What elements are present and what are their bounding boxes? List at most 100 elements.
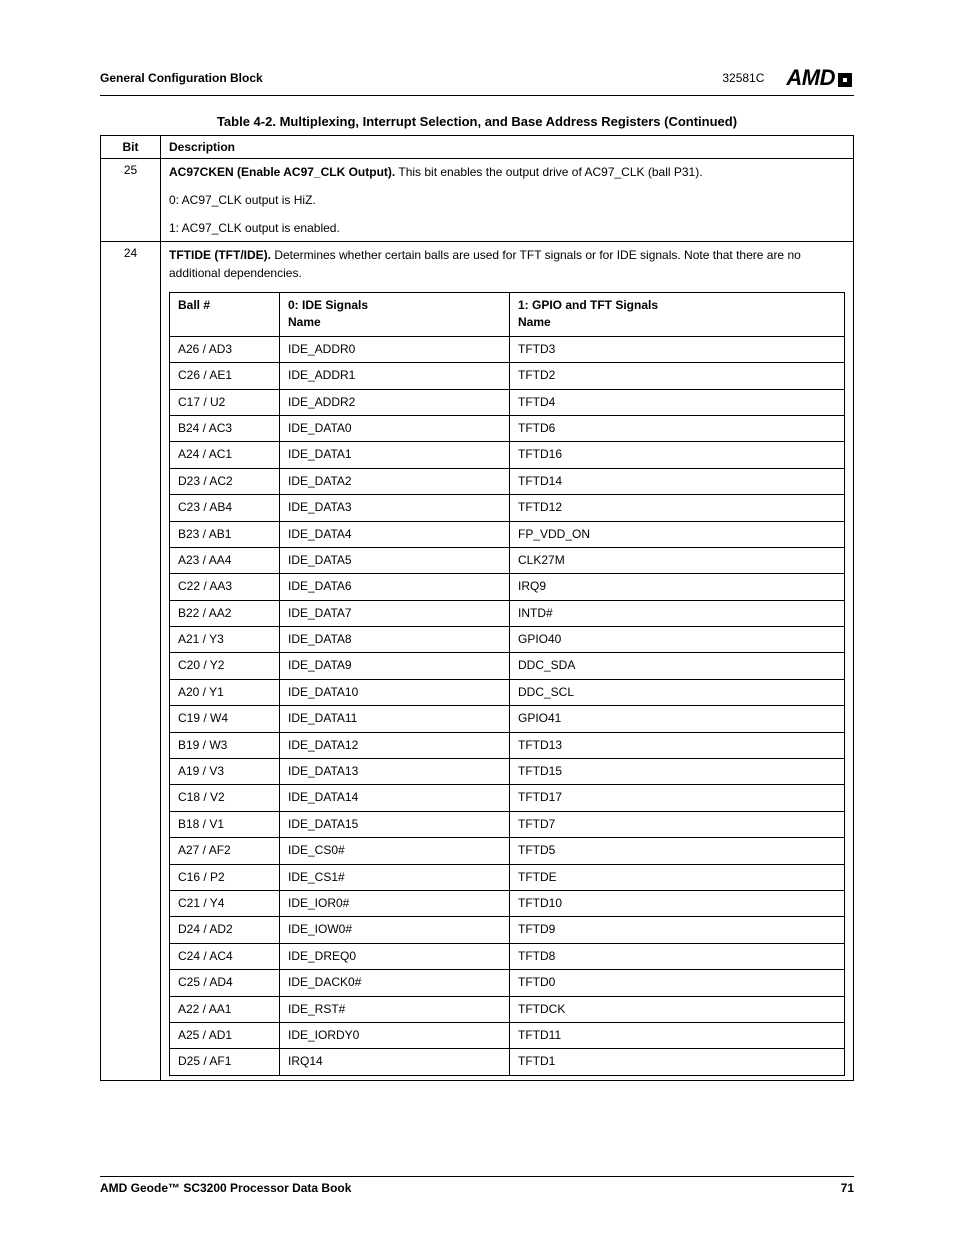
ide-cell: IDE_DATA9	[280, 653, 510, 679]
ball-cell: D25 / AF1	[170, 1049, 280, 1075]
ball-cell: D23 / AC2	[170, 468, 280, 494]
signal-row: A25 / AD1IDE_IORDY0TFTD11	[170, 1022, 845, 1048]
h-ide-l2: Name	[288, 315, 321, 329]
ide-cell: IDE_ADDR0	[280, 336, 510, 362]
field-name: TFTIDE (TFT/IDE).	[169, 248, 271, 262]
ide-cell: IDE_ADDR1	[280, 363, 510, 389]
ide-cell: IDE_IORDY0	[280, 1022, 510, 1048]
signal-row: B23 / AB1IDE_DATA4FP_VDD_ON	[170, 521, 845, 547]
ide-cell: IDE_DATA5	[280, 547, 510, 573]
tft-cell: IRQ9	[510, 574, 845, 600]
register-table: Bit Description 25 AC97CKEN (Enable AC97…	[100, 135, 854, 1081]
ball-cell: C23 / AB4	[170, 495, 280, 521]
ide-cell: IDE_RST#	[280, 996, 510, 1022]
tft-cell: TFTD3	[510, 336, 845, 362]
tft-cell: GPIO40	[510, 627, 845, 653]
ide-cell: IDE_DATA3	[280, 495, 510, 521]
tft-cell: TFTDE	[510, 864, 845, 890]
tft-cell: TFTD0	[510, 970, 845, 996]
signal-row: D25 / AF1IRQ14TFTD1	[170, 1049, 845, 1075]
signal-row: A20 / Y1IDE_DATA10DDC_SCL	[170, 679, 845, 705]
h-ide-l1: 0: IDE Signals	[288, 298, 368, 312]
tft-cell: TFTD11	[510, 1022, 845, 1048]
tft-cell: TFTD15	[510, 759, 845, 785]
ball-cell: A26 / AD3	[170, 336, 280, 362]
tft-cell: TFTD8	[510, 943, 845, 969]
ball-cell: C20 / Y2	[170, 653, 280, 679]
ball-cell: B18 / V1	[170, 811, 280, 837]
signal-row: A24 / AC1IDE_DATA1TFTD16	[170, 442, 845, 468]
ball-cell: B24 / AC3	[170, 415, 280, 441]
bit-description: AC97CKEN (Enable AC97_CLK Output). This …	[161, 159, 854, 242]
col-bit: Bit	[101, 136, 161, 159]
ball-cell: B22 / AA2	[170, 600, 280, 626]
signal-row: B18 / V1IDE_DATA15TFTD7	[170, 811, 845, 837]
h-ball: Ball #	[170, 293, 280, 337]
ball-cell: C22 / AA3	[170, 574, 280, 600]
ide-cell: IDE_DATA4	[280, 521, 510, 547]
ball-cell: C24 / AC4	[170, 943, 280, 969]
ide-cell: IDE_DATA6	[280, 574, 510, 600]
tft-cell: DDC_SDA	[510, 653, 845, 679]
table-row: 25 AC97CKEN (Enable AC97_CLK Output). Th…	[101, 159, 854, 242]
ide-cell: IDE_DACK0#	[280, 970, 510, 996]
h-tft-l1: 1: GPIO and TFT Signals	[518, 298, 658, 312]
signal-row: A27 / AF2IDE_CS0#TFTD5	[170, 838, 845, 864]
footer-title: AMD Geode™ SC3200 Processor Data Book	[100, 1181, 351, 1195]
ide-cell: IDE_DATA10	[280, 679, 510, 705]
ide-cell: IDE_CS1#	[280, 864, 510, 890]
signal-row: C18 / V2IDE_DATA14TFTD17	[170, 785, 845, 811]
ball-cell: B19 / W3	[170, 732, 280, 758]
ide-cell: IDE_DREQ0	[280, 943, 510, 969]
h-ide: 0: IDE Signals Name	[280, 293, 510, 337]
tft-cell: DDC_SCL	[510, 679, 845, 705]
tft-cell: TFTD2	[510, 363, 845, 389]
tft-cell: INTD#	[510, 600, 845, 626]
field-value-1: 1: AC97_CLK output is enabled.	[169, 219, 845, 237]
h-tft-l2: Name	[518, 315, 551, 329]
signal-table: Ball # 0: IDE Signals Name 1: GPIO and T…	[169, 292, 845, 1076]
signal-row: D23 / AC2IDE_DATA2TFTD14	[170, 468, 845, 494]
ide-cell: IDE_DATA7	[280, 600, 510, 626]
ide-cell: IDE_CS0#	[280, 838, 510, 864]
signal-row: D24 / AD2IDE_IOW0#TFTD9	[170, 917, 845, 943]
tft-cell: FP_VDD_ON	[510, 521, 845, 547]
table-header-row: Bit Description	[101, 136, 854, 159]
amd-logo-text: AMD	[786, 65, 835, 91]
page-number: 71	[841, 1181, 854, 1195]
tft-cell: TFTD14	[510, 468, 845, 494]
ball-cell: A20 / Y1	[170, 679, 280, 705]
signal-row: C25 / AD4IDE_DACK0#TFTD0	[170, 970, 845, 996]
bit-value: 25	[101, 159, 161, 242]
ball-cell: C25 / AD4	[170, 970, 280, 996]
signal-row: C19 / W4IDE_DATA11GPIO41	[170, 706, 845, 732]
amd-logo: AMD	[786, 65, 854, 91]
tft-cell: CLK27M	[510, 547, 845, 573]
table-caption: Table 4-2. Multiplexing, Interrupt Selec…	[100, 114, 854, 129]
field-value-0: 0: AC97_CLK output is HiZ.	[169, 191, 845, 209]
ide-cell: IRQ14	[280, 1049, 510, 1075]
bit-value: 24	[101, 242, 161, 1081]
tft-cell: TFTD7	[510, 811, 845, 837]
tft-cell: TFTD5	[510, 838, 845, 864]
signal-row: B19 / W3IDE_DATA12TFTD13	[170, 732, 845, 758]
signal-row: A21 / Y3IDE_DATA8GPIO40	[170, 627, 845, 653]
ball-cell: A21 / Y3	[170, 627, 280, 653]
signal-row: C23 / AB4IDE_DATA3TFTD12	[170, 495, 845, 521]
ball-cell: A23 / AA4	[170, 547, 280, 573]
signal-row: C16 / P2IDE_CS1#TFTDE	[170, 864, 845, 890]
ball-cell: C26 / AE1	[170, 363, 280, 389]
col-desc: Description	[161, 136, 854, 159]
signal-row: C17 / U2IDE_ADDR2TFTD4	[170, 389, 845, 415]
tft-cell: TFTD13	[510, 732, 845, 758]
ide-cell: IDE_DATA12	[280, 732, 510, 758]
ide-cell: IDE_DATA8	[280, 627, 510, 653]
tft-cell: TFTD4	[510, 389, 845, 415]
ide-cell: IDE_IOR0#	[280, 890, 510, 916]
field-name: AC97CKEN (Enable AC97_CLK Output).	[169, 165, 395, 179]
doc-number: 32581C	[722, 71, 764, 85]
ide-cell: IDE_DATA15	[280, 811, 510, 837]
section-title: General Configuration Block	[100, 71, 263, 85]
ball-cell: A24 / AC1	[170, 442, 280, 468]
ball-cell: C21 / Y4	[170, 890, 280, 916]
